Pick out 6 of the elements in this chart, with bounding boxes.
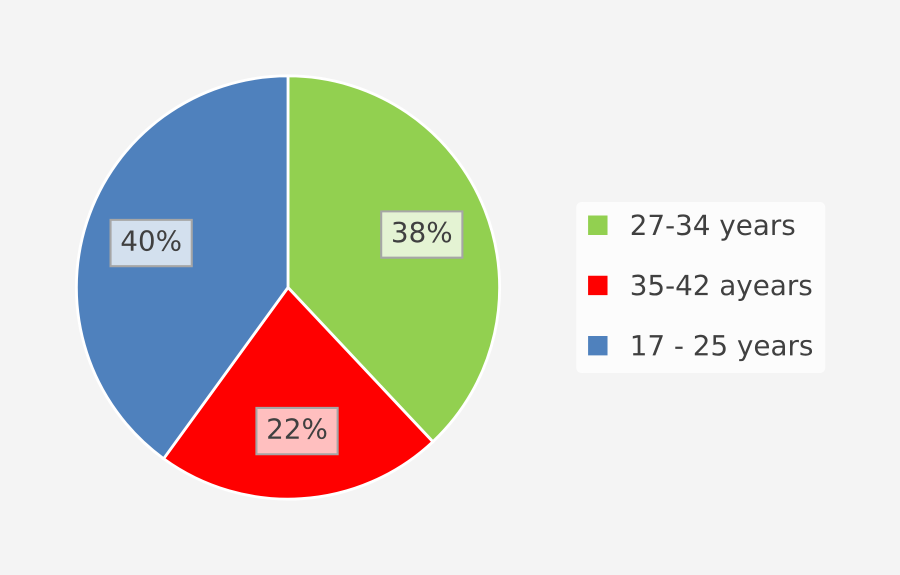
data-label: 22% — [268, 418, 326, 440]
legend-label: 35-42 ayears — [632, 274, 812, 301]
data-label: 38% — [393, 222, 452, 243]
data-label: 40% — [122, 230, 180, 252]
legend-label: 27-34 years — [632, 214, 794, 241]
legend-label: 17 - 25 years — [632, 334, 812, 362]
